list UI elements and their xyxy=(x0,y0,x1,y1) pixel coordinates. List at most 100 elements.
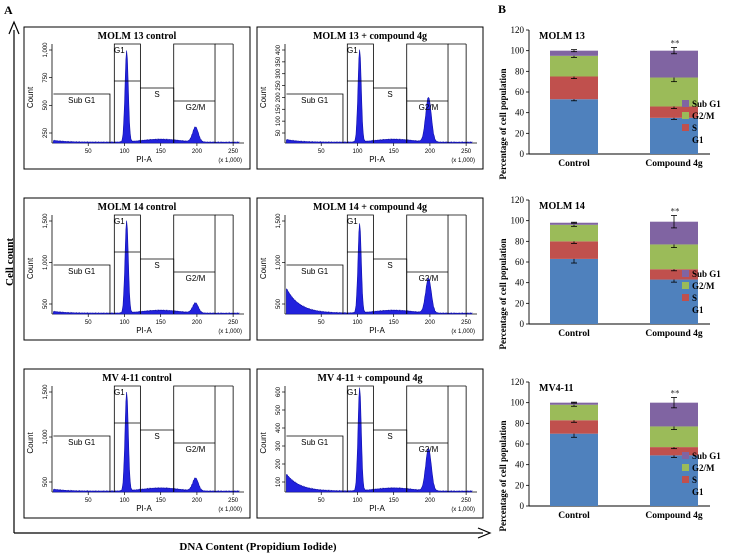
histogram-ytick-label: 200 xyxy=(276,458,282,469)
histogram-xtick-label: 100 xyxy=(352,149,363,155)
bar-chart-ytick-label: 100 xyxy=(511,398,525,408)
histogram-xtick-label: 100 xyxy=(352,498,363,504)
bar-segment-g2-m xyxy=(650,426,698,448)
histogram-title: MV 4-11 + compound 4g xyxy=(318,373,423,384)
legend-label: Sub G1 xyxy=(692,451,721,461)
histogram-xtick-label: 150 xyxy=(156,498,167,504)
outer-axes xyxy=(8,20,492,539)
gate-label-s: S xyxy=(154,90,159,99)
bar-segment-g2-m xyxy=(650,244,698,270)
legend-swatch xyxy=(682,112,689,119)
histogram-title: MOLM 14 control xyxy=(98,202,177,213)
histogram-4: MOLM 14 + compound 4g 1,500 1,000 500 Count 5… xyxy=(256,197,484,341)
gate-label-sub-g1: Sub G1 xyxy=(68,267,96,276)
bar-segment-g2-m xyxy=(550,55,598,77)
bar-chart-title: MOLM 14 xyxy=(539,201,585,212)
histogram-gates xyxy=(286,385,467,492)
bar-chart-category-label: Compound 4g xyxy=(645,329,703,339)
legend-label: S xyxy=(692,475,697,485)
gate-sub-g1 xyxy=(53,93,111,143)
legend-swatch xyxy=(682,476,689,483)
histogram-ytick-label: 350 xyxy=(276,56,282,67)
histogram-ytick-label: 500 xyxy=(43,476,49,487)
gate-label-sub-g1: Sub G1 xyxy=(301,96,329,105)
histogram-xlabel: PI-A xyxy=(136,504,152,513)
gate-label-g2m: G2/M xyxy=(186,103,206,112)
gate-label-g2m: G2/M xyxy=(419,445,439,454)
bar-segment-sub-g1 xyxy=(550,222,598,225)
bar-segment-s xyxy=(550,76,598,100)
bar-chart-ytick-label: 20 xyxy=(515,128,525,138)
bar-segment-g1 xyxy=(550,99,598,154)
histogram-ytick-label: 400 xyxy=(276,422,282,433)
bar-segment-s xyxy=(550,241,598,259)
histogram-xtick-label: 200 xyxy=(425,498,436,504)
histogram-frame xyxy=(256,26,484,170)
gate-label-g1: G1 xyxy=(347,46,358,55)
histogram-curve xyxy=(53,50,240,144)
histogram-frame xyxy=(256,197,484,341)
histogram-xtick-label: 100 xyxy=(352,320,363,326)
legend-label: G2/M xyxy=(692,463,715,473)
histogram-gates xyxy=(53,385,234,492)
gate-g1-outer xyxy=(346,385,374,492)
histogram-xtick-label: 250 xyxy=(228,498,239,504)
bar-segment-g1 xyxy=(650,455,698,506)
histogram-ytick-label: 1,000 xyxy=(43,42,49,58)
bar-chart-ytick-label: 20 xyxy=(515,480,525,490)
histogram-scale-note: (x 1,000) xyxy=(451,507,475,513)
gate-sub-g1 xyxy=(286,93,344,143)
gate-label-g1: G1 xyxy=(114,388,125,397)
significance-mark: ** xyxy=(671,389,681,399)
gate-label-g1: G1 xyxy=(114,217,125,226)
histogram-xtick-label: 150 xyxy=(156,320,167,326)
gate-label-g2m: G2/M xyxy=(186,274,206,283)
bar-chart-ytick-label: 120 xyxy=(511,25,525,35)
histogram-xlabel: PI-A xyxy=(136,155,152,164)
histogram-xtick-label: 250 xyxy=(228,320,239,326)
histogram-ytick-label: 400 xyxy=(276,44,282,55)
bar-chart-title: MOLM 13 xyxy=(539,31,585,42)
histogram-xtick-label: 200 xyxy=(192,498,203,504)
gate-g2-outer xyxy=(406,43,449,143)
bar-chart-ytick-label: 20 xyxy=(515,298,525,308)
histogram-curve xyxy=(286,223,473,315)
histogram-title: MOLM 13 + compound 4g xyxy=(313,31,427,42)
gate-label-g2m: G2/M xyxy=(186,445,206,454)
x-arrow-icon xyxy=(477,527,492,539)
histogram-ylabel: Count xyxy=(26,432,35,454)
histogram-xtick-label: 250 xyxy=(461,498,472,504)
bar-segment-s xyxy=(650,269,698,280)
histogram-xtick-label: 150 xyxy=(156,149,167,155)
histogram-xtick-label: 50 xyxy=(85,149,92,155)
bar-segment-s xyxy=(550,420,598,434)
legend-swatch xyxy=(682,452,689,459)
bar-segment-sub-g1 xyxy=(650,221,698,245)
histogram-title: MOLM 13 control xyxy=(98,31,177,42)
bar-chart-ytick-label: 100 xyxy=(511,216,525,226)
bar-chart-panels: 0 20 40 60 80 100 120 Percentage of cell popula… xyxy=(498,25,721,532)
histogram-xlabel: PI-A xyxy=(369,504,385,513)
panel-label-b: B xyxy=(498,2,506,16)
bar-chart-ytick-label: 40 xyxy=(515,108,525,118)
histogram-curve xyxy=(286,49,473,144)
gate-g1-outer xyxy=(113,214,141,314)
bar-chart-ylabel: Percentage of cell population xyxy=(498,68,508,179)
bar-chart-ytick-label: 120 xyxy=(511,195,525,205)
histogram-gates xyxy=(53,214,234,314)
histogram-gates xyxy=(286,43,467,143)
error-bar xyxy=(671,215,677,229)
histogram-ytick-label: 1,000 xyxy=(43,254,49,270)
error-bar xyxy=(571,49,577,53)
histogram-5: MV 4-11 control 1,500 1,000 500 Count 50 100 15… xyxy=(23,368,251,519)
histogram-ytick-label: 150 xyxy=(276,104,282,115)
histogram-ytick-label: 300 xyxy=(276,440,282,451)
histogram-6: MV 4-11 + compound 4g 600 500 400 300 200 100 C… xyxy=(256,368,484,519)
bar-chart-title: MV4-11 xyxy=(539,383,573,394)
histogram-scale-note: (x 1,000) xyxy=(218,329,242,335)
histogram-ylabel: Count xyxy=(259,432,268,454)
histogram-3: MOLM 14 control 1,500 1,000 500 Count 50 100 15… xyxy=(23,197,251,341)
bar-segment-g1 xyxy=(650,279,698,324)
bar-chart-ytick-label: 80 xyxy=(515,418,525,428)
